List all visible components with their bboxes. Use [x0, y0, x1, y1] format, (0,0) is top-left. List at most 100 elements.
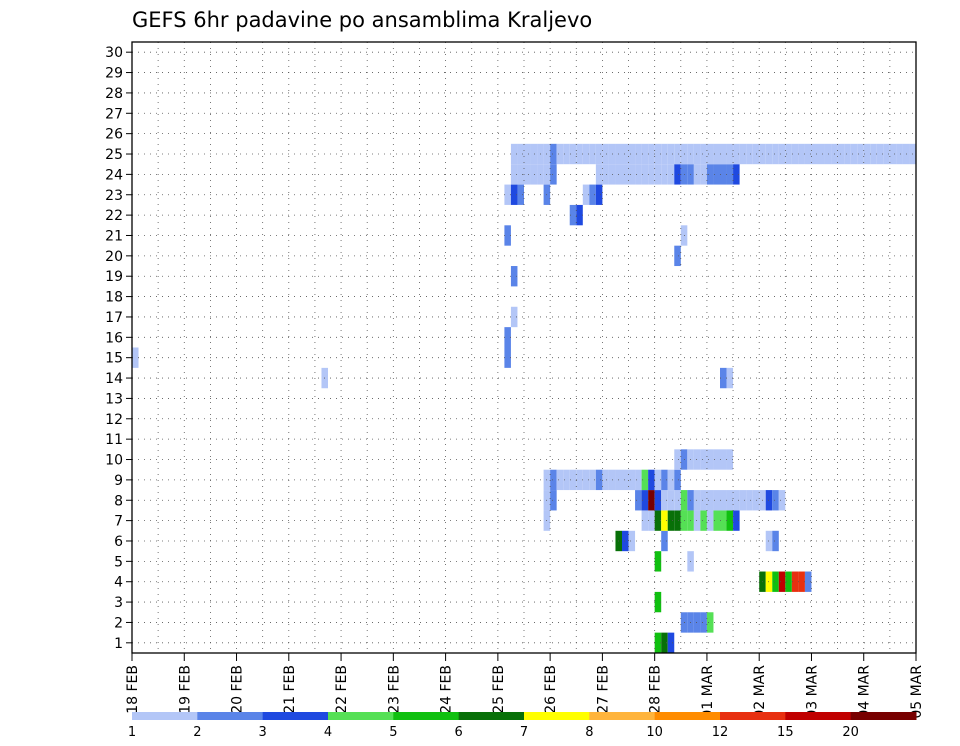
y-tick-label: 27 — [105, 106, 123, 122]
y-tick-label: 21 — [105, 228, 123, 244]
precip-cell — [635, 164, 642, 185]
precip-cell — [530, 143, 538, 165]
precip-cell — [641, 164, 649, 185]
precip-cell — [804, 143, 812, 165]
precip-cell — [726, 143, 734, 165]
precip-cell — [635, 490, 642, 511]
precip-cell — [654, 164, 662, 185]
precip-cell — [785, 571, 792, 592]
precip-cell — [602, 143, 609, 165]
precip-cell — [713, 510, 720, 531]
precip-cell — [524, 143, 531, 165]
precip-cell — [661, 530, 668, 552]
precip-cell — [595, 184, 603, 205]
legend-swatch — [589, 712, 656, 720]
precip-cell — [510, 184, 518, 205]
y-tick-label: 14 — [105, 371, 123, 387]
precip-cell — [700, 510, 707, 531]
y-tick-label: 3 — [114, 595, 123, 611]
y-tick-label: 19 — [105, 269, 123, 285]
legend-label: 15 — [777, 725, 794, 740]
precip-cell — [595, 469, 603, 491]
x-tick-label: 26 FEB — [543, 665, 559, 714]
legend-swatch — [328, 712, 394, 720]
precip-cell — [635, 469, 642, 491]
precip-cell — [693, 164, 701, 185]
y-tick-label: 17 — [105, 310, 123, 326]
precip-cell — [517, 164, 524, 185]
precip-cell — [700, 143, 707, 165]
y-tick-label: 28 — [105, 86, 123, 102]
y-tick-label: 9 — [114, 473, 123, 489]
y-tick-label: 26 — [105, 127, 123, 143]
precip-cell — [661, 490, 668, 511]
precip-cell — [667, 510, 675, 531]
precip-cell — [674, 143, 681, 165]
precip-cell — [889, 143, 897, 165]
y-tick-label: 12 — [105, 412, 123, 428]
precip-cell — [517, 143, 524, 165]
y-axis: 1234567891011121314151617181920212223242… — [105, 45, 132, 652]
precip-cell — [622, 530, 629, 552]
y-tick-label: 29 — [105, 66, 123, 82]
grid-lines — [132, 42, 916, 653]
precip-cell — [667, 632, 675, 653]
legend-label: 4 — [324, 725, 332, 740]
precip-cell — [791, 571, 799, 592]
precip-cell — [641, 510, 649, 531]
precip-cell — [733, 490, 740, 511]
precip-cell — [510, 266, 518, 287]
precip-cell — [622, 164, 629, 185]
precip-cell — [772, 490, 779, 511]
precip-cell — [517, 184, 524, 205]
x-tick-label: 03 MAR — [804, 665, 820, 719]
y-tick-label: 20 — [105, 249, 123, 265]
y-tick-label: 7 — [114, 514, 123, 530]
y-tick-label: 6 — [114, 534, 123, 550]
y-tick-label: 15 — [105, 351, 123, 367]
precip-cell — [641, 143, 649, 165]
precip-cell — [654, 143, 662, 165]
legend-swatch — [458, 712, 525, 720]
precip-cell — [576, 143, 583, 165]
precip-cell — [772, 571, 779, 592]
precip-cell — [602, 164, 609, 185]
precip-cell — [504, 225, 511, 246]
precip-cell — [713, 164, 720, 185]
y-tick-label: 8 — [114, 493, 123, 509]
x-tick-label: 18 FEB — [125, 665, 141, 714]
precip-cell — [589, 143, 596, 165]
precip-cell — [726, 490, 734, 511]
precip-cell — [700, 164, 707, 185]
precip-cell — [654, 632, 662, 653]
x-tick-label: 27 FEB — [595, 665, 611, 714]
precip-cell — [706, 164, 714, 185]
precip-cell — [569, 204, 577, 226]
precip-cell — [622, 469, 629, 491]
precip-cell — [589, 469, 596, 491]
precip-cell — [726, 449, 734, 470]
precip-cell — [693, 510, 701, 531]
x-tick-label: 05 MAR — [909, 665, 925, 719]
precip-cell — [857, 143, 864, 165]
precip-cell — [746, 143, 753, 165]
precip-cell — [700, 449, 707, 470]
precip-cell — [661, 164, 668, 185]
legend-swatch — [393, 712, 460, 720]
precip-cell — [504, 347, 511, 368]
y-tick-label: 2 — [114, 615, 123, 631]
precip-cell — [648, 143, 655, 165]
precip-cell — [674, 245, 681, 267]
y-tick-label: 4 — [114, 575, 123, 591]
y-tick-label: 30 — [105, 45, 123, 61]
precip-cell — [648, 164, 655, 185]
x-tick-label: 28 FEB — [648, 665, 664, 714]
legend-swatch — [720, 712, 786, 720]
legend-label: 7 — [520, 725, 528, 740]
precip-cell — [706, 490, 714, 511]
precip-cell — [661, 510, 668, 531]
precip-cell — [778, 571, 786, 592]
precip-cell — [720, 367, 727, 389]
legend-label: 8 — [585, 725, 593, 740]
precip-cell — [550, 164, 557, 185]
